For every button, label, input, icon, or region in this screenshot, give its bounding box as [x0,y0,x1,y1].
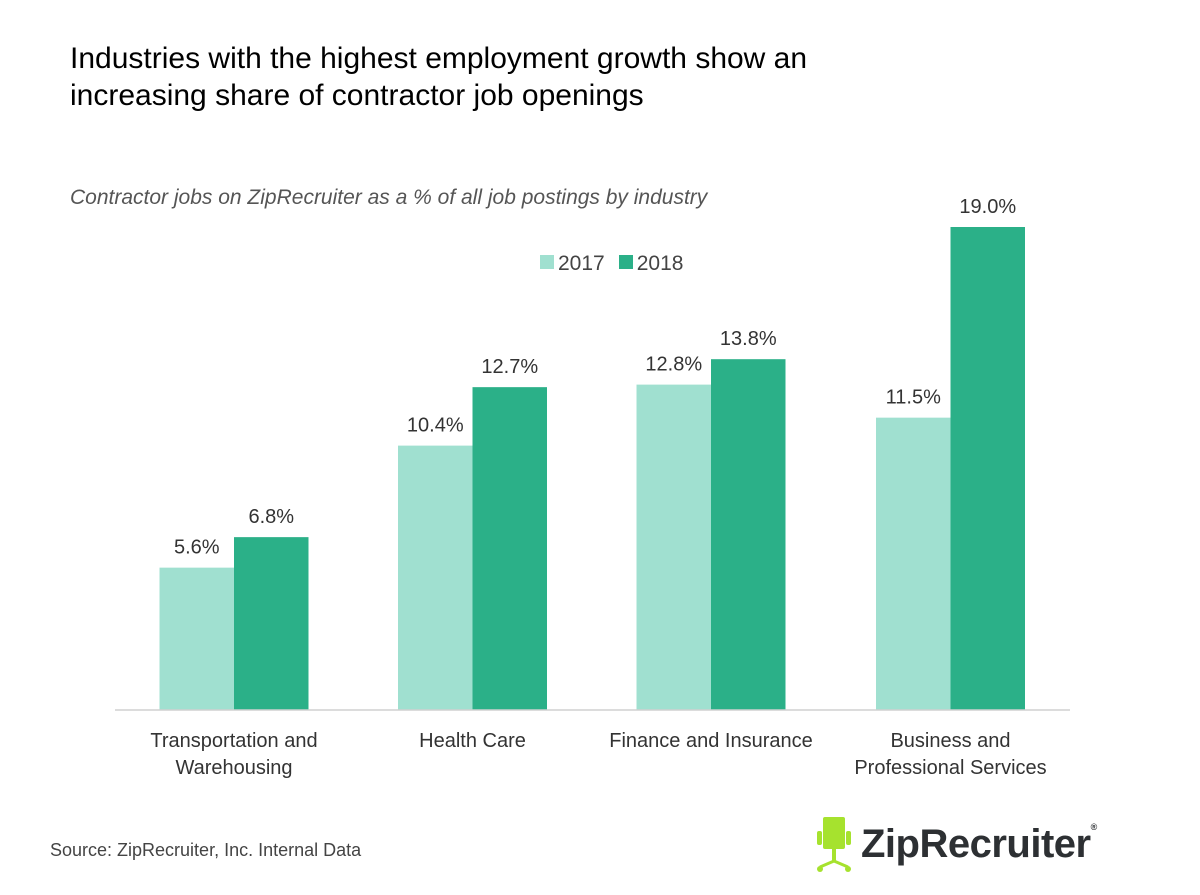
bar-2018-2 [711,359,786,710]
legend-swatch-2018 [618,255,633,269]
category-label-2: Finance and Insurance [609,730,812,752]
category-label-3: Professional Services [854,757,1046,779]
legend-item-2017: 2017 [540,252,605,276]
category-label-3: Business and [890,730,1010,752]
legend-label-2018: 2018 [636,252,684,275]
chart-subtitle: Contractor jobs on ZipRecruiter as a % o… [70,186,708,209]
registered-mark: ® [1090,821,1098,832]
data-label-2018-1: 12.7% [481,356,538,378]
legend: 2017 2018 [540,252,683,276]
chair-icon [817,817,851,872]
bar-2017-1 [398,445,473,710]
ziprecruiter-logo: ZipRecruiter® [815,815,1097,873]
bar-2018-0 [234,537,309,710]
data-label-2017-3: 11.5% [886,387,941,409]
legend-label-2017: 2017 [558,252,605,275]
category-label-1: Health Care [419,730,526,752]
data-label-2017-1: 10.4% [407,415,464,437]
bar-2017-2 [636,384,711,710]
logo-wordmark: ZipRecruiter [861,821,1091,866]
category-label-0: Warehousing [175,757,292,779]
data-label-2017-0: 5.6% [174,537,220,559]
logo-text: ZipRecruiter® [861,822,1097,867]
data-label-2018-3: 19.0% [959,196,1016,218]
bar-2017-3 [876,417,951,710]
legend-item-2018: 2018 [618,252,684,276]
category-label-0: Transportation and [150,730,317,752]
data-label-2017-2: 12.8% [645,354,702,376]
data-label-2018-2: 13.8% [720,328,777,350]
bar-2018-1 [472,387,547,710]
bar-2018-3 [950,227,1025,710]
data-label-2018-0: 6.8% [248,506,294,528]
bar-2017-0 [159,567,234,710]
legend-swatch-2017 [540,255,554,269]
source-note: Source: ZipRecruiter, Inc. Internal Data [50,840,362,860]
chart-title: Industries with the highest employment g… [70,42,808,112]
